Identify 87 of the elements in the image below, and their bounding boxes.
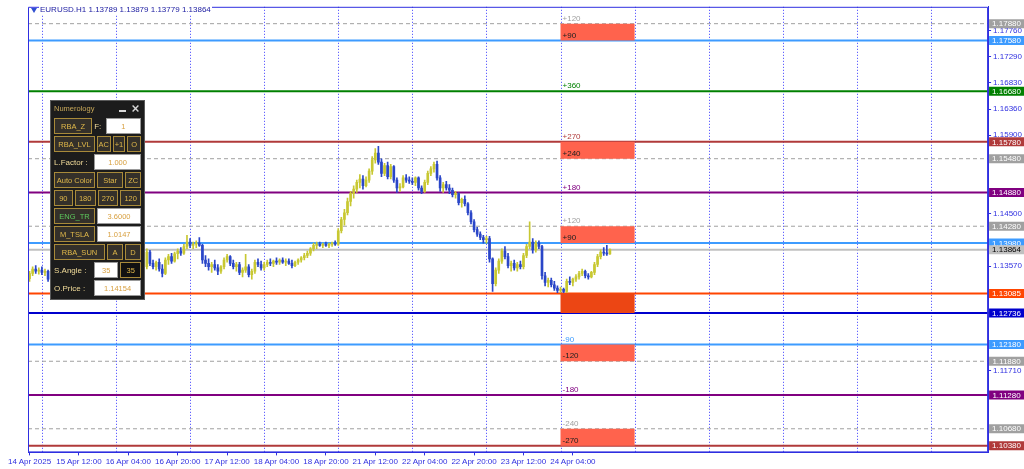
y-tick-label: 1.16830 [993, 77, 1023, 87]
annotation: +270 [562, 132, 582, 142]
y-tick-label: 1.16360 [993, 104, 1023, 114]
ref-line-label: 1.13085 [992, 289, 1022, 299]
candlestick [414, 176, 417, 187]
ref-line-label: 1.15480 [992, 154, 1022, 164]
x-tick-label: 17 Apr 12:00 [204, 457, 251, 467]
candlestick [559, 286, 562, 293]
candlestick [275, 257, 278, 265]
x-tick-label: 21 Apr 12:00 [352, 457, 399, 467]
candlestick [586, 273, 590, 280]
candlestick [207, 258, 210, 271]
x-tick-label: 18 Apr 04:00 [253, 457, 300, 467]
ref-line-label: 1.11880 [992, 356, 1022, 366]
ref-line-label: 1.14280 [992, 221, 1022, 231]
annotation: +180 [562, 182, 582, 192]
candlestick [315, 241, 318, 250]
annotation: -180 [562, 385, 580, 395]
candlestick [164, 257, 167, 275]
x-tick-label: 22 Apr 04:00 [402, 457, 448, 467]
y-tick-label: 1.13570 [993, 261, 1023, 271]
x-tick-label: 14 Apr 2025 [7, 457, 52, 467]
candlestick [269, 258, 272, 266]
candlestick [407, 176, 411, 184]
annotation: +240 [562, 148, 582, 158]
ref-line-label: 1.10680 [992, 424, 1022, 434]
annotation: +120 [562, 13, 582, 23]
candlestick [386, 161, 389, 180]
y-tick-label: 1.15900 [993, 130, 1023, 140]
ref-line-label: 1.14880 [992, 188, 1022, 198]
candlestick [244, 254, 247, 273]
x-tick-label: 15 Apr 12:00 [56, 457, 103, 467]
x-tick-label: 18 Apr 20:00 [303, 457, 350, 467]
ref-line-label: 1.12736 [992, 308, 1022, 318]
x-tick-label: 16 Apr 04:00 [105, 457, 152, 467]
candlestick [451, 187, 454, 198]
ref-line-label: 1.11280 [992, 390, 1022, 400]
annotation: F: [94, 121, 102, 131]
ref-line-label: 1.17880 [992, 19, 1022, 29]
ref-line-label: 1.13864 [992, 245, 1022, 255]
chart-title: EURUSD.H1 1.13789 1.13879 1.13779 1.13864 [39, 5, 212, 15]
x-tick-label: 24 Apr 04:00 [550, 457, 597, 467]
candlestick [306, 250, 309, 259]
candlestick [519, 260, 522, 270]
candlestick [556, 285, 559, 293]
ref-line-label: 1.10380 [992, 441, 1022, 451]
annotation: -90 [562, 334, 575, 344]
annotation: -240 [562, 418, 580, 428]
ref-line-label: 1.15780 [992, 137, 1022, 147]
candlestick [457, 192, 460, 206]
candlestick [448, 184, 451, 194]
candlestick [309, 247, 312, 256]
candlestick [562, 287, 565, 293]
candlestick [553, 281, 556, 291]
annotation: +120 [562, 216, 582, 226]
candlestick [272, 259, 275, 268]
candlestick [173, 251, 176, 263]
candlestick [238, 261, 241, 275]
annotation: L.Factor : [54, 157, 88, 167]
candlestick [170, 252, 173, 264]
x-tick-label: 23 Apr 12:00 [500, 457, 547, 467]
candlestick [235, 261, 238, 272]
candlestick [602, 247, 606, 256]
x-tick-label: 22 Apr 20:00 [451, 457, 498, 467]
ref-line-label: 1.17580 [992, 36, 1022, 46]
ref-line-label: 1.16680 [992, 86, 1022, 96]
candlestick [417, 176, 420, 191]
annotation: -120 [562, 351, 580, 361]
y-tick-label: 1.17290 [993, 52, 1023, 62]
candlestick [485, 236, 488, 244]
y-tick-label: 1.14500 [993, 209, 1023, 219]
annotation: S.Angle : [54, 265, 87, 275]
annotation: +90 [562, 30, 577, 40]
annotation: -270 [562, 435, 580, 445]
ref-line-label: 1.13980 [992, 238, 1022, 248]
candlestick [482, 234, 485, 244]
annotation: O.Price : [54, 283, 86, 293]
candlestick [411, 177, 414, 185]
candlestick [278, 258, 281, 265]
ref-line-label: 1.12180 [992, 340, 1022, 350]
candlestick [383, 162, 386, 176]
candlestick [312, 242, 315, 252]
y-tick-label: 1.11710 [993, 366, 1022, 376]
x-tick-label: 16 Apr 20:00 [155, 457, 201, 467]
annotation: +90 [562, 233, 577, 243]
annotation: +360 [562, 81, 582, 91]
candlestick [454, 191, 457, 199]
